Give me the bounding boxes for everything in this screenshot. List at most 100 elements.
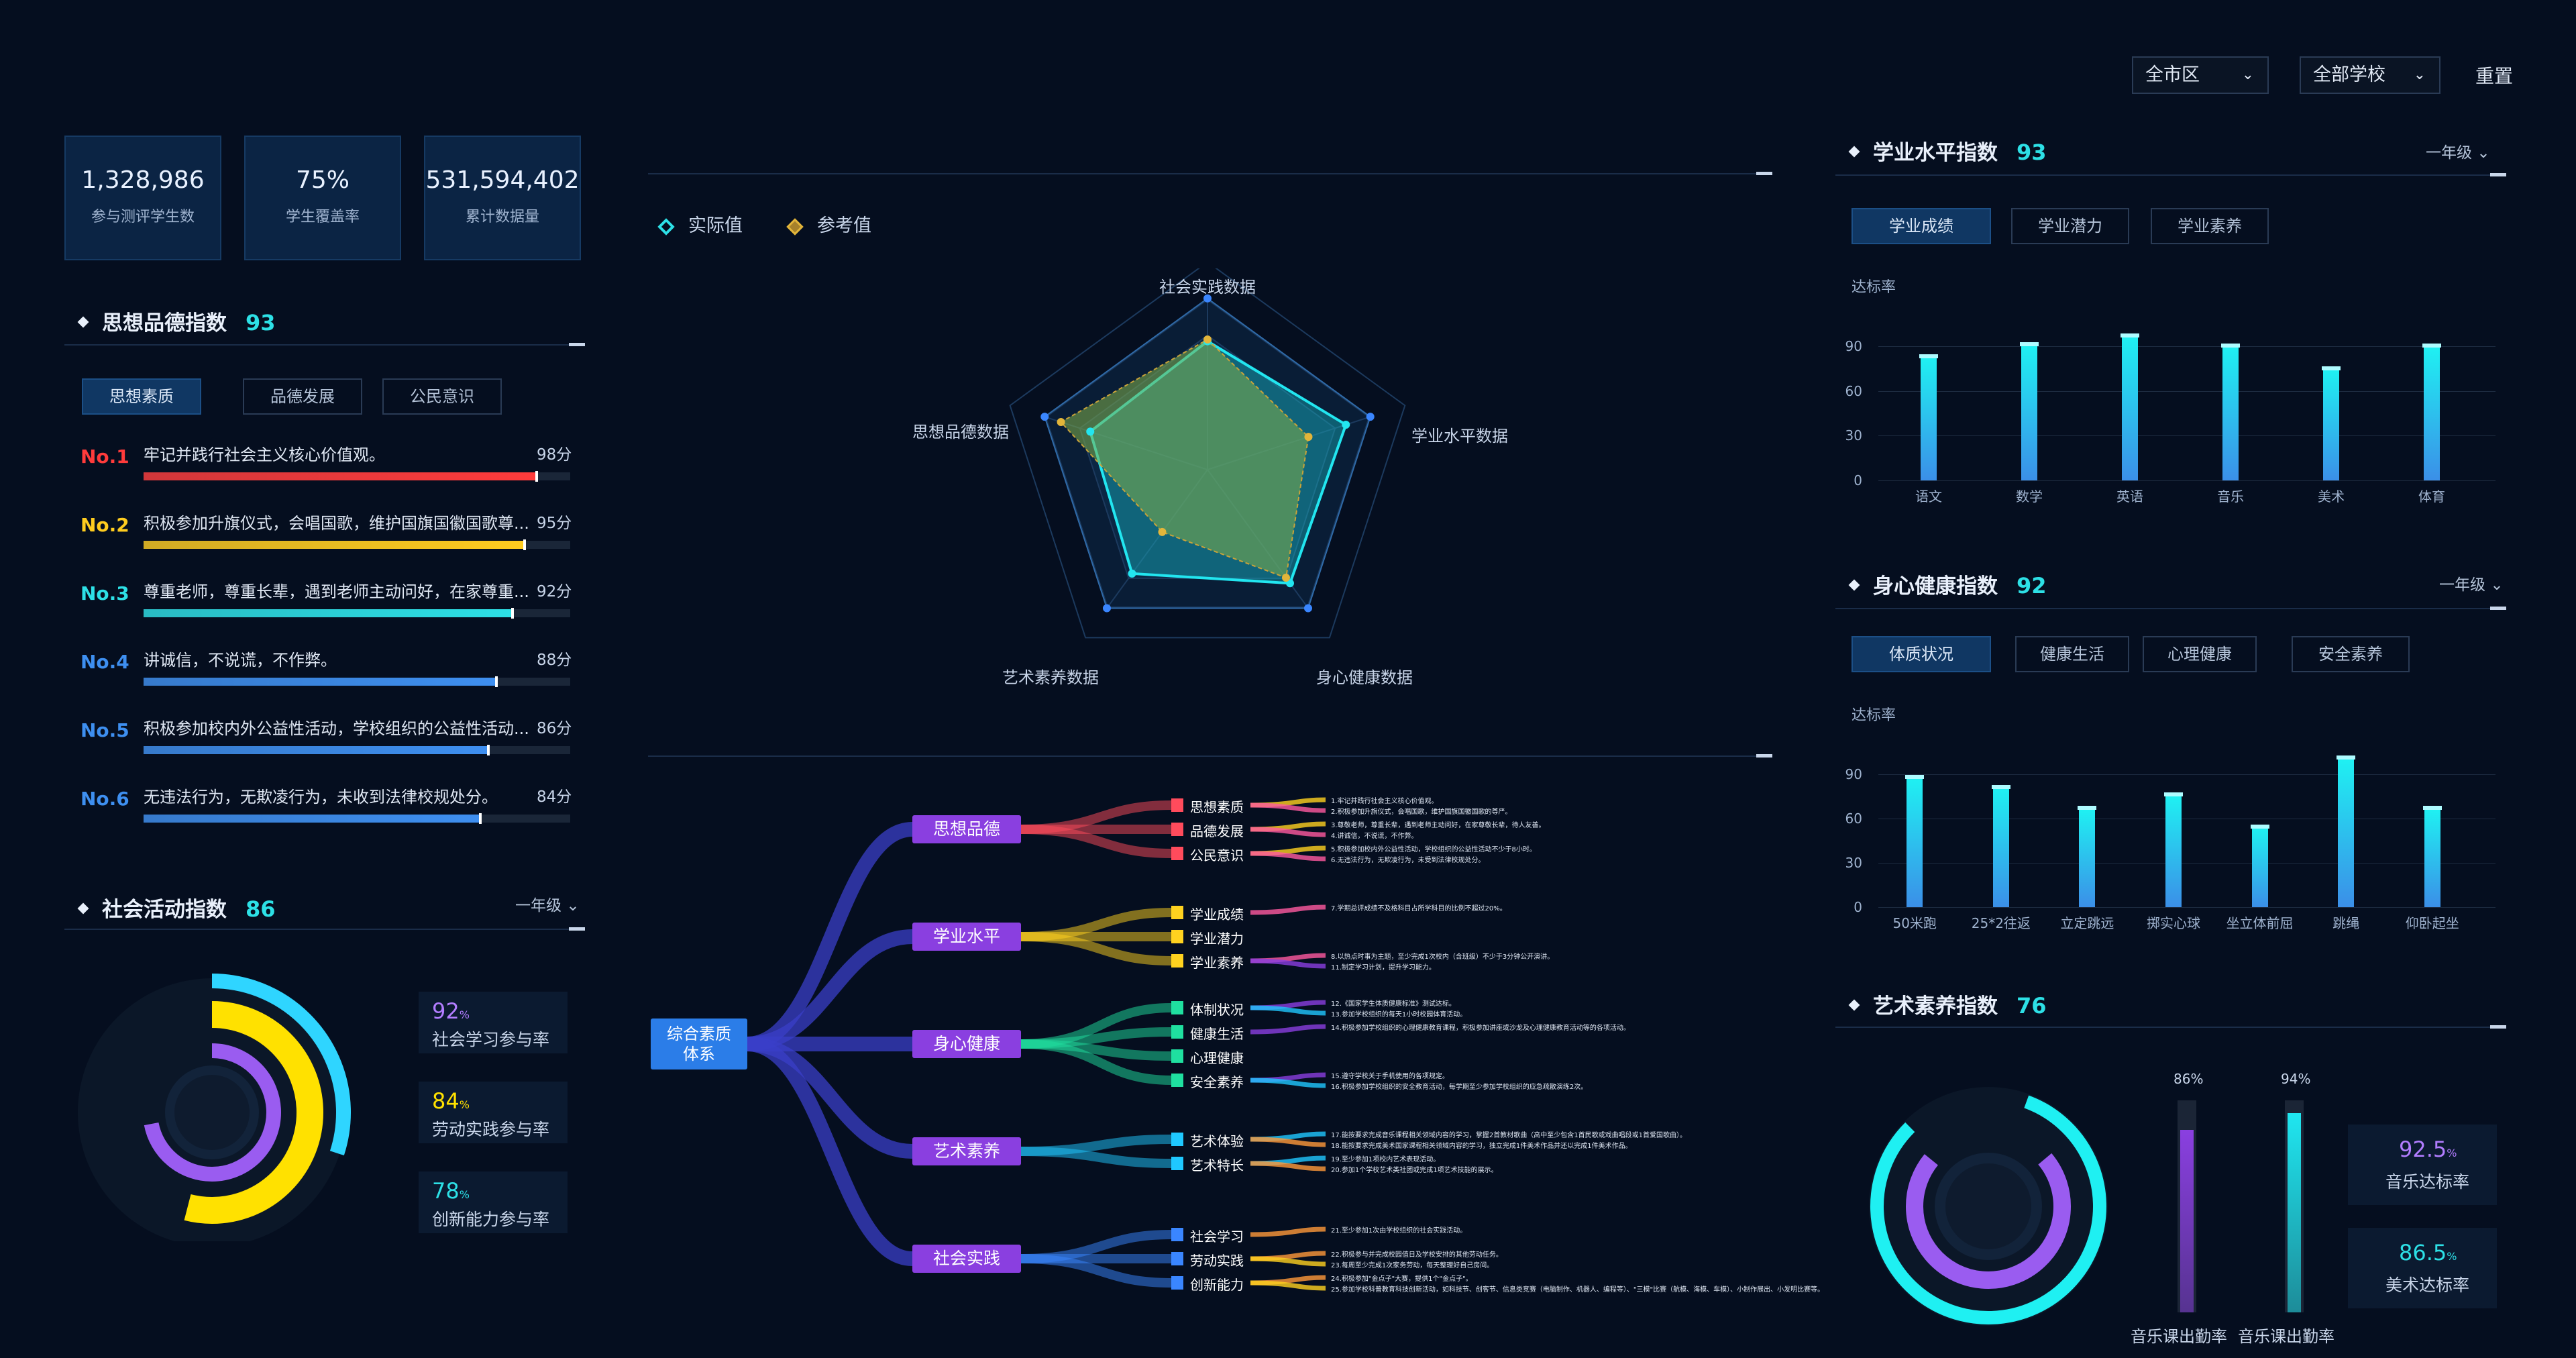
tab-safety[interactable]: 安全素养	[2292, 636, 2410, 672]
legend-actual-label: 实际值	[688, 215, 743, 236]
tab-academic-literacy[interactable]: 学业素养	[2151, 208, 2269, 244]
chart-bar-cap	[2121, 333, 2139, 337]
chart-y-tick: 30	[1845, 855, 1862, 871]
reset-button[interactable]: 重置	[2475, 65, 2514, 87]
chart-bar-cap	[2250, 825, 2269, 829]
tree-sub-node[interactable]: 社会学习	[1190, 1229, 1244, 1245]
tab-physical-condition[interactable]: 体质状况	[1851, 636, 1991, 672]
art-title: 艺术素养指数 76	[1848, 989, 2047, 1019]
tree-leaf: 21.至少参加1次由学校组织的社会实践活动。	[1331, 1227, 1467, 1235]
chevron-down-icon: ⌄	[566, 897, 580, 915]
chart-bar	[2164, 792, 2183, 907]
chart-bar-cap	[2422, 805, 2442, 810]
tree-branch[interactable]: 身心健康	[912, 1030, 1021, 1058]
chart-x-tick: 体育	[2418, 488, 2445, 505]
rank-score: 98分	[537, 446, 572, 464]
academic-title: 学业水平指数 93	[1848, 136, 2047, 166]
social-title-text: 社会活动指数	[102, 898, 227, 922]
tree-sub-node[interactable]: 学业潜力	[1190, 931, 1244, 947]
chart-x-tick: 立定跳远	[2060, 915, 2114, 931]
tree-sub-node[interactable]: 艺术体验	[1190, 1133, 1244, 1149]
radar-grid	[1009, 268, 1406, 639]
district-select[interactable]: 全市区 ⌄	[2132, 56, 2269, 94]
metric-value: 86.5	[2399, 1240, 2447, 1265]
tab-moral-development[interactable]: 品德发展	[243, 378, 362, 415]
tree-sub-node[interactable]: 学业成绩	[1190, 906, 1244, 923]
radar-reference-point	[1304, 433, 1313, 441]
tree-sub-node[interactable]: 创新能力	[1190, 1277, 1244, 1293]
attendance-value: 86%	[2174, 1071, 2204, 1087]
stat-label: 参与测评学生数	[91, 209, 195, 225]
tree-branch[interactable]: 艺术素养	[912, 1137, 1021, 1165]
tab-academic-score[interactable]: 学业成绩	[1851, 208, 1991, 244]
divider	[648, 172, 1772, 175]
rank-progress-track	[144, 608, 570, 619]
tree-sub-node[interactable]: 公民意识	[1190, 847, 1244, 864]
radar-outer-point	[1102, 604, 1111, 613]
rank-progress-track	[144, 539, 570, 550]
tree-sub-node[interactable]: 学业素养	[1190, 955, 1244, 971]
tree-leaf: 16.积极参加学校组织的安全教育活动，每学期至少参加学校组织的应急疏散演练2次。	[1331, 1084, 1588, 1091]
chart-bar-cap	[1991, 785, 2010, 789]
radar-reference-point	[1282, 574, 1291, 582]
metric-unit: %	[2447, 1147, 2457, 1159]
tab-mental-health[interactable]: 心理健康	[2143, 636, 2257, 672]
rank-progress-tip	[495, 676, 498, 687]
diamond-icon	[1848, 146, 1860, 157]
tree-sub-node[interactable]: 品德发展	[1190, 823, 1244, 839]
legend-actual: 实际值	[657, 211, 743, 237]
divider	[1835, 607, 2506, 610]
chevron-down-icon: ⌄	[2413, 66, 2426, 83]
academic-grade-dropdown[interactable]: 一年级 ⌄	[2426, 140, 2490, 162]
tree-sub-node[interactable]: 安全素养	[1190, 1074, 1244, 1090]
tree-branch[interactable]: 思想品德	[912, 815, 1021, 843]
school-select[interactable]: 全部学校 ⌄	[2300, 56, 2440, 94]
tab-academic-potential[interactable]: 学业潜力	[2011, 208, 2129, 244]
social-grade-dropdown[interactable]: 一年级 ⌄	[515, 892, 580, 915]
tree-sub-node[interactable]: 思想素质	[1190, 799, 1244, 815]
rank-score: 86分	[537, 720, 572, 737]
chart-bar	[2121, 333, 2139, 480]
chart-bar-cap	[2020, 342, 2039, 347]
tree-link	[1250, 1256, 1326, 1267]
ring-arc	[143, 1043, 281, 1182]
tree-sub-node[interactable]: 健康生活	[1190, 1026, 1244, 1042]
tab-civic-awareness[interactable]: 公民意识	[382, 378, 502, 415]
radar-outer	[1044, 297, 1371, 609]
tree-link	[747, 1037, 914, 1266]
chart-bar	[1991, 785, 2010, 907]
tree-branch[interactable]: 学业水平	[912, 923, 1021, 951]
radar-actual-point	[1286, 579, 1295, 588]
stat-label: 累计数据量	[465, 209, 539, 225]
chart-x-tick: 音乐	[2217, 488, 2244, 505]
stat-value: 75%	[295, 166, 350, 194]
tree-sub-marker	[1171, 1001, 1183, 1014]
health-grade-dropdown[interactable]: 一年级 ⌄	[2439, 572, 2504, 594]
social-title: 社会活动指数 86	[77, 892, 276, 923]
tree-branch[interactable]: 社会实践	[912, 1245, 1021, 1273]
tree-sub-node[interactable]: 劳动实践	[1190, 1253, 1244, 1269]
tree-sub-marker	[1171, 1157, 1183, 1170]
rank-progress-tip	[535, 471, 538, 482]
social-rings	[73, 974, 351, 1241]
rank-number: No.2	[80, 514, 129, 536]
tree-sub-node[interactable]: 艺术特长	[1190, 1157, 1244, 1173]
tree-sub-node[interactable]: 体制状况	[1190, 1002, 1244, 1018]
tree-link	[1250, 904, 1326, 915]
tree-sub-node[interactable]: 心理健康	[1190, 1050, 1244, 1066]
attendance-fill	[2180, 1130, 2194, 1312]
rank-score: 92分	[537, 583, 572, 600]
metric-unit: %	[459, 1188, 470, 1201]
chart-y-tick: 0	[1854, 899, 1862, 915]
ring-arc	[101, 1001, 323, 1224]
rank-score: 84分	[537, 788, 572, 806]
radar-outer-point	[1040, 413, 1049, 421]
tab-moral-quality[interactable]: 思想素质	[82, 378, 201, 415]
tab-healthy-living[interactable]: 健康生活	[2015, 636, 2129, 672]
legend-reference-label: 参考值	[817, 215, 871, 236]
chart-x-tick: 跳绳	[2332, 915, 2360, 931]
attendance-label: 音乐课出勤率	[2238, 1327, 2334, 1346]
radar-actual-point	[1086, 427, 1095, 436]
academic-score: 93	[2017, 140, 2047, 165]
